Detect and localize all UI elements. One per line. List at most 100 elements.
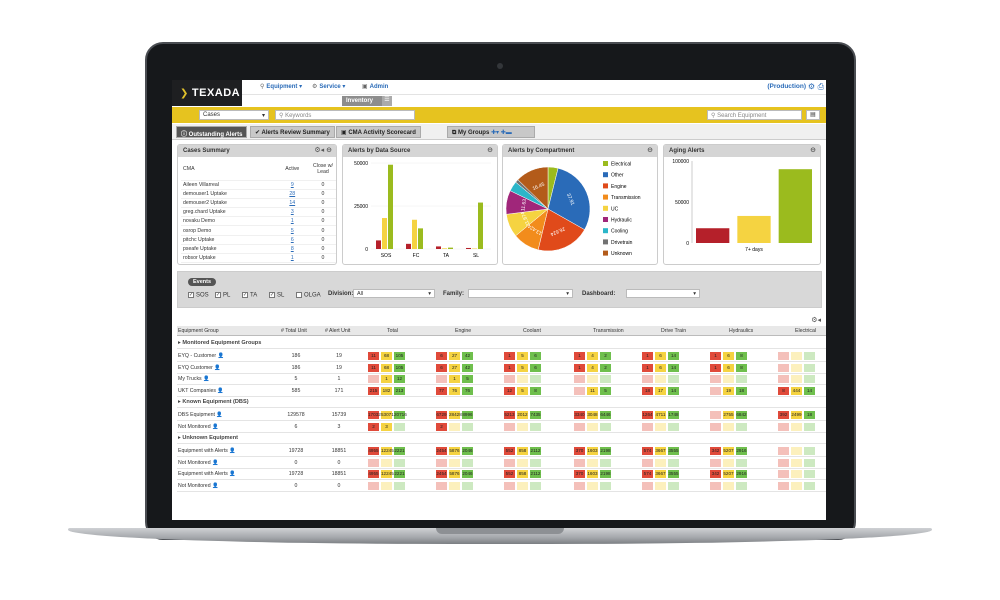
alert-cell[interactable]: 8 — [736, 363, 747, 372]
alert-cell[interactable]: 2112 — [530, 447, 541, 455]
alert-cell[interactable]: 2221 — [394, 447, 405, 455]
alert-cell[interactable] — [504, 458, 515, 467]
settings-collapse-icon[interactable]: ⚙◂ ⊖ — [314, 147, 332, 154]
alert-cell[interactable]: 6 — [436, 352, 447, 360]
alert-cell[interactable] — [655, 422, 666, 431]
group-title[interactable]: ▸ Known Equipment (DBS) — [178, 399, 249, 405]
alert-cell[interactable]: 2499 — [791, 411, 802, 419]
alert-cell[interactable]: 6729 — [436, 411, 447, 419]
alert-cell[interactable]: 1603 — [587, 470, 598, 478]
alert-cell[interactable] — [723, 422, 734, 431]
alert-cell[interactable]: 18 — [642, 386, 653, 395]
alert-cell[interactable]: 6 — [655, 352, 666, 360]
alert-cell[interactable]: 215 — [368, 386, 379, 395]
alert-cell[interactable] — [587, 481, 598, 490]
column-header[interactable]: Total — [387, 328, 398, 334]
alert-cell[interactable] — [668, 458, 679, 467]
alert-cell[interactable] — [736, 458, 747, 467]
alert-cell[interactable]: 1 — [381, 375, 392, 383]
alert-cell[interactable]: 2046 — [462, 447, 473, 455]
alert-cell[interactable] — [655, 375, 666, 383]
grid-settings-icon[interactable]: ⚙◂ — [811, 317, 821, 324]
alert-cell[interactable]: 1 — [710, 363, 721, 372]
alert-cell[interactable]: 68 — [381, 352, 392, 360]
event-checkbox-sl[interactable]: ✓ SL — [269, 292, 284, 299]
alert-cell[interactable]: 4 — [587, 363, 598, 372]
alert-cell[interactable]: 2198 — [600, 470, 611, 478]
alert-cell[interactable]: 4711 — [655, 411, 666, 419]
equipment-group-name[interactable]: Not Monitored 👤 — [178, 423, 219, 430]
alert-cell[interactable] — [736, 422, 747, 431]
alert-cell[interactable]: 2755 — [723, 411, 734, 419]
alert-cell[interactable] — [574, 375, 585, 383]
alert-cell[interactable] — [462, 481, 473, 490]
alert-cell[interactable]: 42 — [462, 352, 473, 360]
inventory-tab[interactable]: Inventory ☰ — [342, 96, 392, 106]
alert-cell[interactable]: 1264 — [642, 411, 653, 419]
alert-cell[interactable] — [642, 481, 653, 490]
alert-cell[interactable]: 5 — [517, 363, 528, 372]
alert-cell[interactable] — [587, 375, 598, 383]
alert-cell[interactable] — [642, 422, 653, 431]
service-menu[interactable]: ⚙ Service ▾ — [312, 84, 346, 90]
alert-cell[interactable]: 5876 — [449, 447, 460, 455]
column-header[interactable]: Hydraulics — [729, 328, 754, 334]
alert-cell[interactable]: 4 — [587, 352, 598, 360]
alert-cell[interactable]: 105 — [394, 363, 405, 372]
alert-cell[interactable]: 14 — [668, 352, 679, 360]
alert-cell[interactable]: 14 — [668, 363, 679, 372]
event-checkbox-sos[interactable]: ✓ SOS — [188, 292, 209, 299]
alert-cell[interactable]: 3340 — [574, 411, 585, 419]
alert-cell[interactable]: 2454 — [436, 470, 447, 478]
column-header[interactable]: # Total Unit — [281, 328, 307, 334]
event-checkbox-ta[interactable]: ✓ TA — [242, 292, 257, 299]
alert-cell[interactable]: 6446 — [600, 411, 611, 419]
alert-cell[interactable]: 3667 — [655, 447, 666, 455]
alert-cell[interactable]: 574 — [642, 470, 653, 478]
alert-cell[interactable] — [642, 375, 653, 383]
alert-cell[interactable]: 8 — [778, 386, 789, 395]
alert-cell[interactable]: 2 — [436, 422, 447, 431]
gear-icon[interactable]: ⚙ — [807, 82, 815, 91]
active-count-link[interactable]: 5 — [274, 225, 310, 236]
alert-cell[interactable] — [723, 481, 734, 490]
alert-cell[interactable] — [668, 481, 679, 490]
equipment-group-name[interactable]: Not Monitored 👤 — [178, 459, 219, 466]
alert-cell[interactable]: 8996 — [462, 411, 473, 419]
active-count-link[interactable]: 1 — [274, 253, 310, 264]
alert-cell[interactable] — [381, 458, 392, 467]
tab-cma-activity-scorecard[interactable]: ▣ CMA Activity Scorecard — [336, 126, 421, 138]
alert-cell[interactable] — [710, 386, 721, 395]
alert-cell[interactable] — [587, 422, 598, 431]
alert-cell[interactable] — [642, 458, 653, 467]
view-toggle-button[interactable]: ▤ — [806, 110, 820, 120]
alert-cell[interactable]: 14 — [804, 386, 815, 395]
alert-cell[interactable] — [791, 363, 802, 372]
alert-cell[interactable]: 6842 — [736, 411, 747, 419]
alert-cell[interactable]: 27 — [449, 352, 460, 360]
event-checkbox-pl[interactable]: ✓ PL — [215, 292, 230, 299]
alert-cell[interactable]: 2916 — [736, 470, 747, 478]
alert-cell[interactable]: 3048 — [587, 411, 598, 419]
pie-slice[interactable] — [537, 208, 585, 252]
alert-cell[interactable]: 28428 — [449, 411, 462, 419]
alert-cell[interactable]: 552 — [504, 470, 515, 478]
collapse-icon[interactable]: ⊖ — [810, 147, 816, 154]
alert-cell[interactable] — [710, 481, 721, 490]
alert-cell[interactable] — [504, 375, 515, 383]
alert-cell[interactable]: 12245 — [381, 447, 394, 455]
alert-cell[interactable]: 5 — [517, 386, 528, 395]
alert-cell[interactable]: 12 — [504, 386, 515, 395]
group-title[interactable]: ▸ Monitored Equipment Groups — [178, 340, 262, 346]
alert-cell[interactable] — [462, 458, 473, 467]
alert-cell[interactable]: 2012 — [517, 411, 528, 419]
alert-cell[interactable]: 1 — [504, 352, 515, 360]
alert-cell[interactable]: 444 — [791, 386, 802, 395]
column-header[interactable]: Equipment Group — [178, 328, 219, 334]
alert-cell[interactable] — [368, 458, 379, 467]
alert-cell[interactable]: 11 — [587, 386, 598, 395]
admin-menu[interactable]: ▣ Admin — [362, 84, 389, 90]
alert-cell[interactable]: 12 — [394, 375, 405, 383]
alert-cell[interactable] — [530, 375, 541, 383]
group-title[interactable]: ▸ Unknown Equipment — [178, 435, 238, 441]
